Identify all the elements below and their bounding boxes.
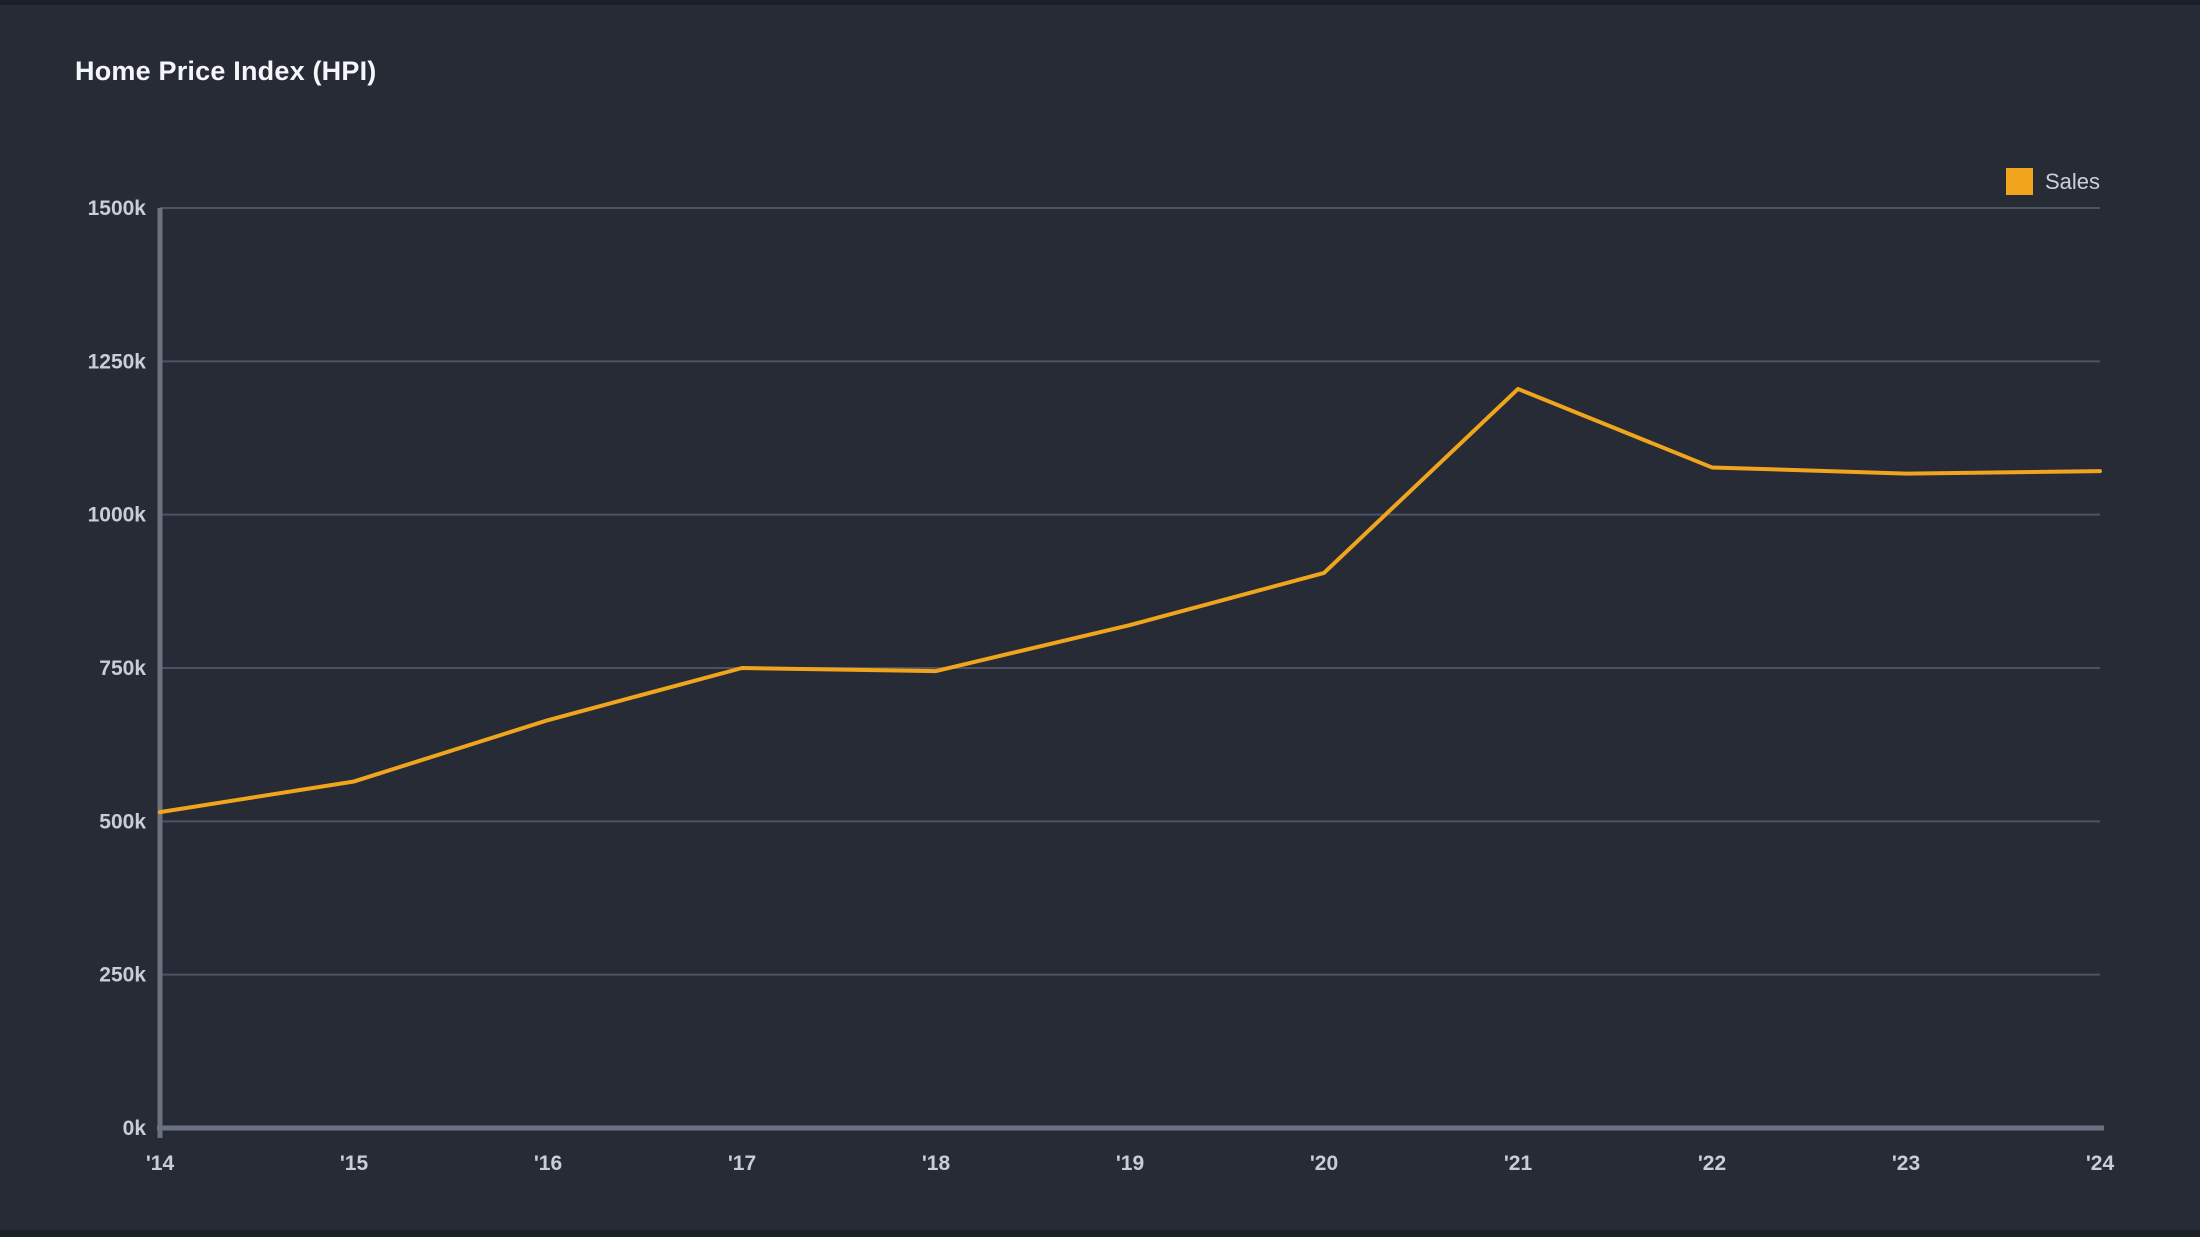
x-tick-label: '23	[1892, 1152, 1920, 1175]
top-edge-strip	[0, 0, 2200, 5]
series-line-sales[interactable]	[158, 386, 2102, 815]
bottom-edge-strip	[0, 1230, 2200, 1237]
legend: Sales	[2005, 168, 2100, 195]
y-tick-label: 500k	[99, 810, 146, 833]
x-tick-label: '19	[1116, 1152, 1144, 1175]
x-tick-label: '16	[534, 1152, 562, 1175]
x-tick-label: '14	[146, 1152, 175, 1175]
x-tick-label: '22	[1698, 1152, 1726, 1175]
x-tick-label: '17	[728, 1152, 756, 1175]
y-tick-label: 0k	[123, 1117, 147, 1140]
x-tick-label: '20	[1310, 1152, 1338, 1175]
legend-swatch-sales[interactable]	[2005, 168, 2033, 195]
x-tick-label: '24	[2086, 1152, 2115, 1175]
y-tick-label: 1500k	[88, 197, 147, 220]
y-tick-label: 250k	[99, 964, 146, 987]
chart-title: Home Price Index (HPI)	[75, 56, 377, 86]
x-tick-label: '15	[340, 1152, 369, 1175]
x-tick-label: '18	[922, 1152, 951, 1175]
y-tick-label: 1250k	[88, 350, 147, 373]
y-tick-label: 1000k	[88, 504, 147, 527]
legend-label-sales[interactable]: Sales	[2044, 168, 2100, 194]
y-tick-label: 750k	[99, 657, 146, 680]
x-tick-label: '21	[1504, 1152, 1533, 1175]
